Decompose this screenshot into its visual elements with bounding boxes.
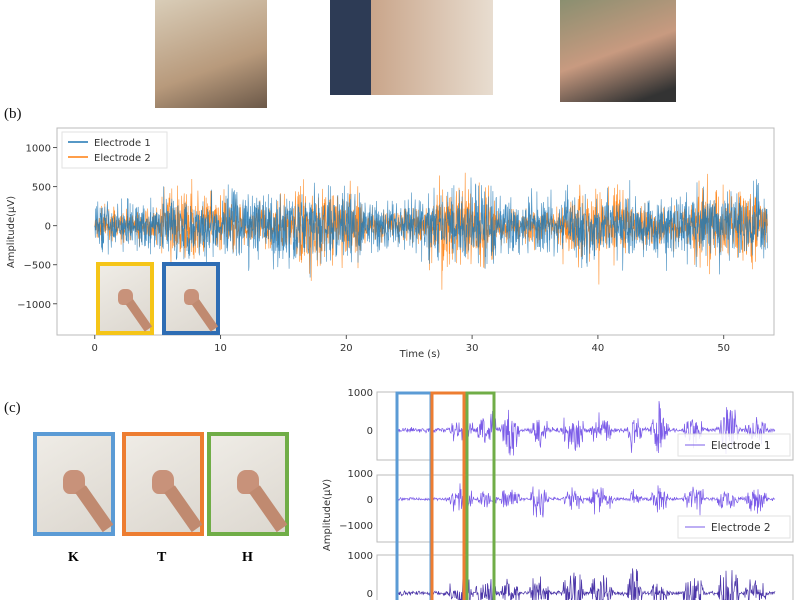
gesture-photo-h — [207, 432, 289, 536]
y-axis-label: Amplitude(μV) — [322, 479, 333, 551]
emg-chart-c: 1000 0 Electrode 1 1000 0 −1000 Electrode 2 100… — [322, 388, 794, 600]
x-tick-label: 20 — [340, 343, 353, 354]
subplot-frame — [376, 474, 794, 543]
gesture-letter: H — [242, 550, 253, 565]
legend-box — [61, 131, 168, 169]
gesture-window-k — [395, 391, 433, 600]
y-tick-label: 0 — [45, 222, 51, 233]
y-tick-label: 1000 — [348, 469, 373, 480]
emg-chart-b: 0 10 20 30 40 50 1000 500 0 −500 −1000 Time (s) Ampl… — [6, 127, 775, 360]
legend-label: Electrode 1 — [94, 138, 151, 149]
y-tick-label: 1000 — [348, 388, 373, 399]
y-tick-label: 0 — [367, 495, 373, 506]
subplot-series-line — [396, 483, 776, 518]
y-tick-label: 1000 — [26, 144, 51, 155]
panel-b-label: (b) — [4, 106, 22, 122]
electrode-photo-shoulder — [560, 0, 676, 102]
subplot-series-line — [396, 568, 776, 600]
y-axis-label: Amplitude(μV) — [6, 196, 17, 268]
subplot-frame — [376, 391, 794, 461]
subplot-frame — [376, 554, 794, 600]
gesture-window-h — [465, 391, 496, 600]
y-tick-label: 500 — [32, 183, 51, 194]
legend-label: Electrode 2 — [94, 153, 151, 164]
y-tick-label: −1000 — [17, 300, 51, 311]
gesture-photo-k — [33, 432, 115, 536]
x-axis-label: Time (s) — [399, 349, 441, 360]
legend-box — [677, 433, 791, 457]
inset-fist — [162, 262, 220, 335]
gesture-letter: K — [68, 550, 79, 565]
y-tick-label: 0 — [367, 426, 373, 437]
x-tick-label: 50 — [717, 343, 730, 354]
plot-frame — [56, 127, 775, 336]
legend-label: Electrode 2 — [711, 522, 771, 534]
legend-label: Electrode 1 — [711, 440, 771, 452]
x-tick-label: 40 — [592, 343, 605, 354]
subplot-series-line — [396, 401, 776, 456]
y-tick-label: 0 — [367, 589, 373, 600]
electrode-photo-upper-arm — [330, 0, 493, 95]
x-tick-label: 10 — [214, 343, 227, 354]
inset-open-hand — [96, 262, 154, 335]
gesture-photo-t — [122, 432, 204, 536]
y-tick-label: 1000 — [348, 551, 373, 562]
electrode-photo-forearm — [155, 0, 267, 108]
y-tick-label: −1000 — [339, 521, 373, 532]
x-tick-label: 0 — [92, 343, 98, 354]
gesture-letter: T — [157, 550, 167, 565]
series-line-electrode-1 — [94, 177, 768, 278]
y-tick-label: −500 — [24, 261, 51, 272]
legend-box — [677, 515, 791, 539]
gesture-window-t — [430, 391, 466, 600]
panel-c-label: (c) — [4, 400, 21, 416]
x-tick-label: 30 — [466, 343, 479, 354]
